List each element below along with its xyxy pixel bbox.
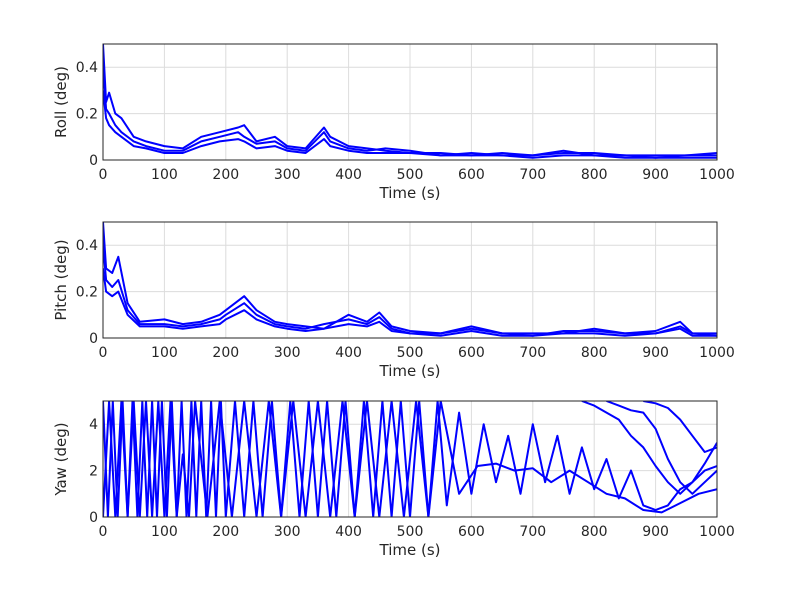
pitch-x-tick-label: 600 — [458, 345, 485, 361]
yaw-x-tick-label: 0 — [99, 524, 108, 540]
pitch-y-axis-label: Pitch (deg) — [52, 239, 70, 320]
roll-x-tick-label: 0 — [99, 167, 108, 183]
pitch-x-tick-label: 0 — [99, 345, 108, 361]
pitch-series-group — [103, 222, 717, 337]
pitch-x-tick-label: 100 — [151, 345, 178, 361]
yaw-x-tick-label: 1000 — [699, 524, 735, 540]
pitch-x-tick-label: 400 — [335, 345, 362, 361]
pitch-y-tick-label: 0 — [89, 331, 98, 347]
pitch-y-tick-label: 0.2 — [76, 285, 98, 301]
roll-series-line-1 — [103, 67, 717, 159]
yaw-x-tick-label: 100 — [151, 524, 178, 540]
yaw-x-tick-label: 300 — [274, 524, 301, 540]
yaw-x-tick-label: 900 — [642, 524, 669, 540]
pitch-axes-frame — [102, 221, 718, 339]
pitch-x-tick-label: 700 — [519, 345, 546, 361]
yaw-y-tick-label: 4 — [89, 417, 98, 433]
pitch-x-tick-label: 300 — [274, 345, 301, 361]
roll-x-tick-label: 600 — [458, 167, 485, 183]
pitch-x-tick-label: 900 — [642, 345, 669, 361]
yaw-x-tick-label: 400 — [335, 524, 362, 540]
pitch-series-line-1 — [103, 245, 717, 337]
yaw-x-axis-label: Time (s) — [379, 541, 441, 559]
roll-series-group — [103, 44, 717, 159]
yaw-series-line-3 — [606, 401, 717, 495]
pitch-x-tick-label: 200 — [212, 345, 239, 361]
yaw-series-group — [103, 401, 717, 517]
roll-x-axis-label: Time (s) — [379, 184, 441, 202]
yaw-series-line-4 — [643, 401, 717, 453]
yaw-y-tick-label: 2 — [89, 464, 98, 480]
pitch-x-tick-label: 800 — [581, 345, 608, 361]
roll-x-tick-label: 700 — [519, 167, 546, 183]
roll-y-tick-label: 0.4 — [76, 60, 98, 76]
yaw-x-tick-label: 800 — [581, 524, 608, 540]
roll-series-line-0 — [103, 44, 717, 157]
pitch-series-line-2 — [103, 268, 717, 337]
yaw-x-tick-label: 500 — [397, 524, 424, 540]
roll-panel: 0 100 200 300 400 500 600 700 800 900 1000 0 0.2 0.4 T… — [52, 43, 735, 202]
pitch-x-tick-label: 1000 — [699, 345, 735, 361]
roll-y-tick-label: 0 — [89, 153, 98, 169]
roll-x-tick-label: 200 — [212, 167, 239, 183]
roll-x-tick-label: 800 — [581, 167, 608, 183]
yaw-y-axis-label: Yaw (deg) — [52, 422, 70, 496]
pitch-x-tick-label: 500 — [397, 345, 424, 361]
roll-x-tick-label: 300 — [274, 167, 301, 183]
yaw-series-line-2 — [581, 401, 717, 495]
yaw-y-tick-label: 0 — [89, 510, 98, 526]
roll-axes-frame — [102, 43, 718, 161]
roll-x-tick-label: 900 — [642, 167, 669, 183]
yaw-x-tick-label: 600 — [458, 524, 485, 540]
pitch-y-tick-label: 0.4 — [76, 238, 98, 254]
pitch-panel: 0 100 200 300 400 500 600 700 800 900 1000 0 0.2 0.4 T… — [52, 221, 735, 380]
roll-series-line-2 — [103, 90, 717, 159]
yaw-x-tick-label: 700 — [519, 524, 546, 540]
roll-y-axis-label: Roll (deg) — [52, 66, 70, 138]
yaw-series-line-0 — [103, 401, 717, 517]
yaw-series-line-1 — [103, 401, 717, 517]
yaw-panel: 0 100 200 300 400 500 600 700 800 900 1000 0 2 4 Time … — [52, 400, 735, 559]
roll-x-tick-label: 400 — [335, 167, 362, 183]
pitch-x-axis-label: Time (s) — [379, 362, 441, 380]
yaw-x-tick-label: 200 — [212, 524, 239, 540]
yaw-axes-frame — [102, 400, 718, 518]
roll-y-tick-label: 0.2 — [76, 107, 98, 123]
roll-x-tick-label: 500 — [397, 167, 424, 183]
roll-x-tick-label: 1000 — [699, 167, 735, 183]
roll-x-tick-label: 100 — [151, 167, 178, 183]
